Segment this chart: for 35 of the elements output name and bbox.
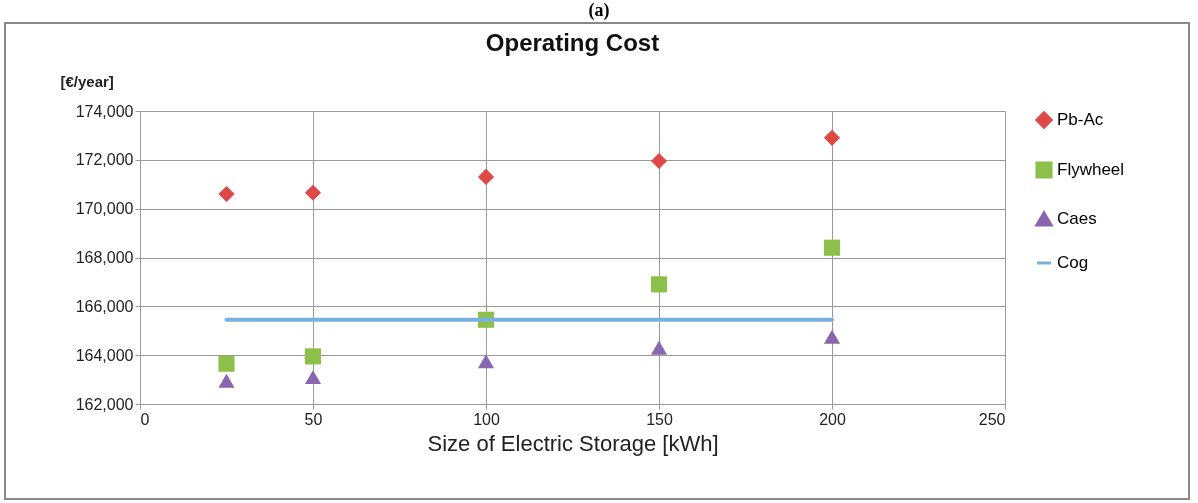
x-tick-label: 200 (819, 410, 846, 428)
y-tick-label: 166,000 (75, 297, 134, 315)
y-tick-label: 172,000 (75, 151, 134, 169)
y-axis-title: [€/year] (60, 72, 114, 90)
y-tick-label: 174,000 (75, 102, 134, 120)
x-tick-label: 0 (140, 410, 150, 428)
text: (a) (587, 0, 611, 20)
x-tick-label: 250 (978, 410, 1006, 428)
point (650, 152, 668, 170)
point (650, 276, 668, 293)
point (823, 329, 841, 344)
point (823, 239, 841, 256)
legend-label: Pb-Ac (1057, 110, 1104, 129)
point (218, 355, 235, 372)
point (218, 185, 235, 203)
x-tick-label: 50 (304, 410, 323, 428)
point (304, 184, 322, 201)
y-tick-label: 170,000 (75, 200, 134, 218)
point (304, 348, 322, 365)
chart-title: Operating Cost (485, 29, 660, 56)
legend-label: Cog (1057, 253, 1089, 272)
x-tick-label: 150 (646, 410, 673, 428)
y-tick-label: 168,000 (75, 249, 134, 266)
x-axis-title: Size of Electric Storage [kWh] (427, 430, 719, 456)
point (650, 340, 668, 355)
point (477, 354, 495, 369)
legend-label: Flywheel (1057, 160, 1125, 179)
point (477, 168, 495, 185)
y-tick-label: 164,000 (75, 346, 134, 364)
point (823, 129, 841, 146)
point (304, 370, 322, 385)
y-tick-label: 162,000 (75, 395, 134, 413)
legend-label: Caes (1057, 209, 1097, 228)
point (218, 373, 235, 388)
x-tick-label: 100 (473, 410, 500, 428)
